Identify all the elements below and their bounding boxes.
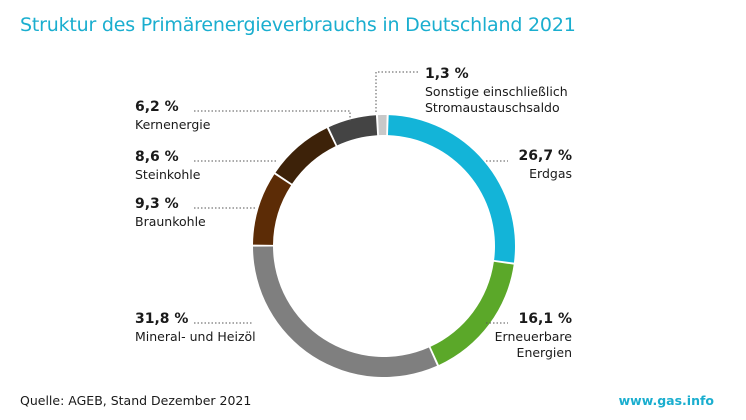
slice-category-label-3: Braunkohle xyxy=(135,214,206,229)
source-note: Quelle: AGEB, Stand Dezember 2021 xyxy=(20,393,252,408)
slice-value-label-5: 6,2 % xyxy=(135,99,179,115)
donut-slice-4 xyxy=(275,128,336,184)
website-link[interactable]: www.gas.info xyxy=(618,393,714,408)
slice-category-label-6: Stromaustauschsaldo xyxy=(425,100,560,115)
slice-value-label-2: 31,8 % xyxy=(135,311,188,327)
slice-value-label-1: 16,1 % xyxy=(519,311,572,327)
slice-value-label-0: 26,7 % xyxy=(519,148,572,164)
slice-category-label-1: Erneuerbare xyxy=(495,329,573,344)
slice-category-label-0: Erdgas xyxy=(529,166,572,181)
leader-lines xyxy=(194,71,508,324)
slice-category-label-1: Energien xyxy=(517,345,572,360)
donut-slice-1 xyxy=(430,261,514,365)
slice-category-label-4: Steinkohle xyxy=(135,167,201,182)
slice-value-label-4: 8,6 % xyxy=(135,149,179,165)
donut-slice-3 xyxy=(253,174,292,245)
donut-slices xyxy=(253,115,515,378)
leader-line-5 xyxy=(194,110,351,122)
slice-category-label-6: Sonstige einschließlich xyxy=(425,84,568,99)
chart-title: Struktur des Primärenergieverbrauchs in … xyxy=(20,14,576,36)
donut-slice-6 xyxy=(377,115,387,136)
slice-value-label-3: 9,3 % xyxy=(135,196,179,212)
slice-category-label-2: Mineral- und Heizöl xyxy=(135,329,256,344)
slice-category-label-5: Kernenergie xyxy=(135,117,211,132)
donut-slice-5 xyxy=(328,115,378,146)
leader-line-6 xyxy=(375,71,418,112)
donut-slice-0 xyxy=(387,115,515,263)
donut-slice-2 xyxy=(253,246,438,378)
slice-value-label-6: 1,3 % xyxy=(425,66,469,82)
